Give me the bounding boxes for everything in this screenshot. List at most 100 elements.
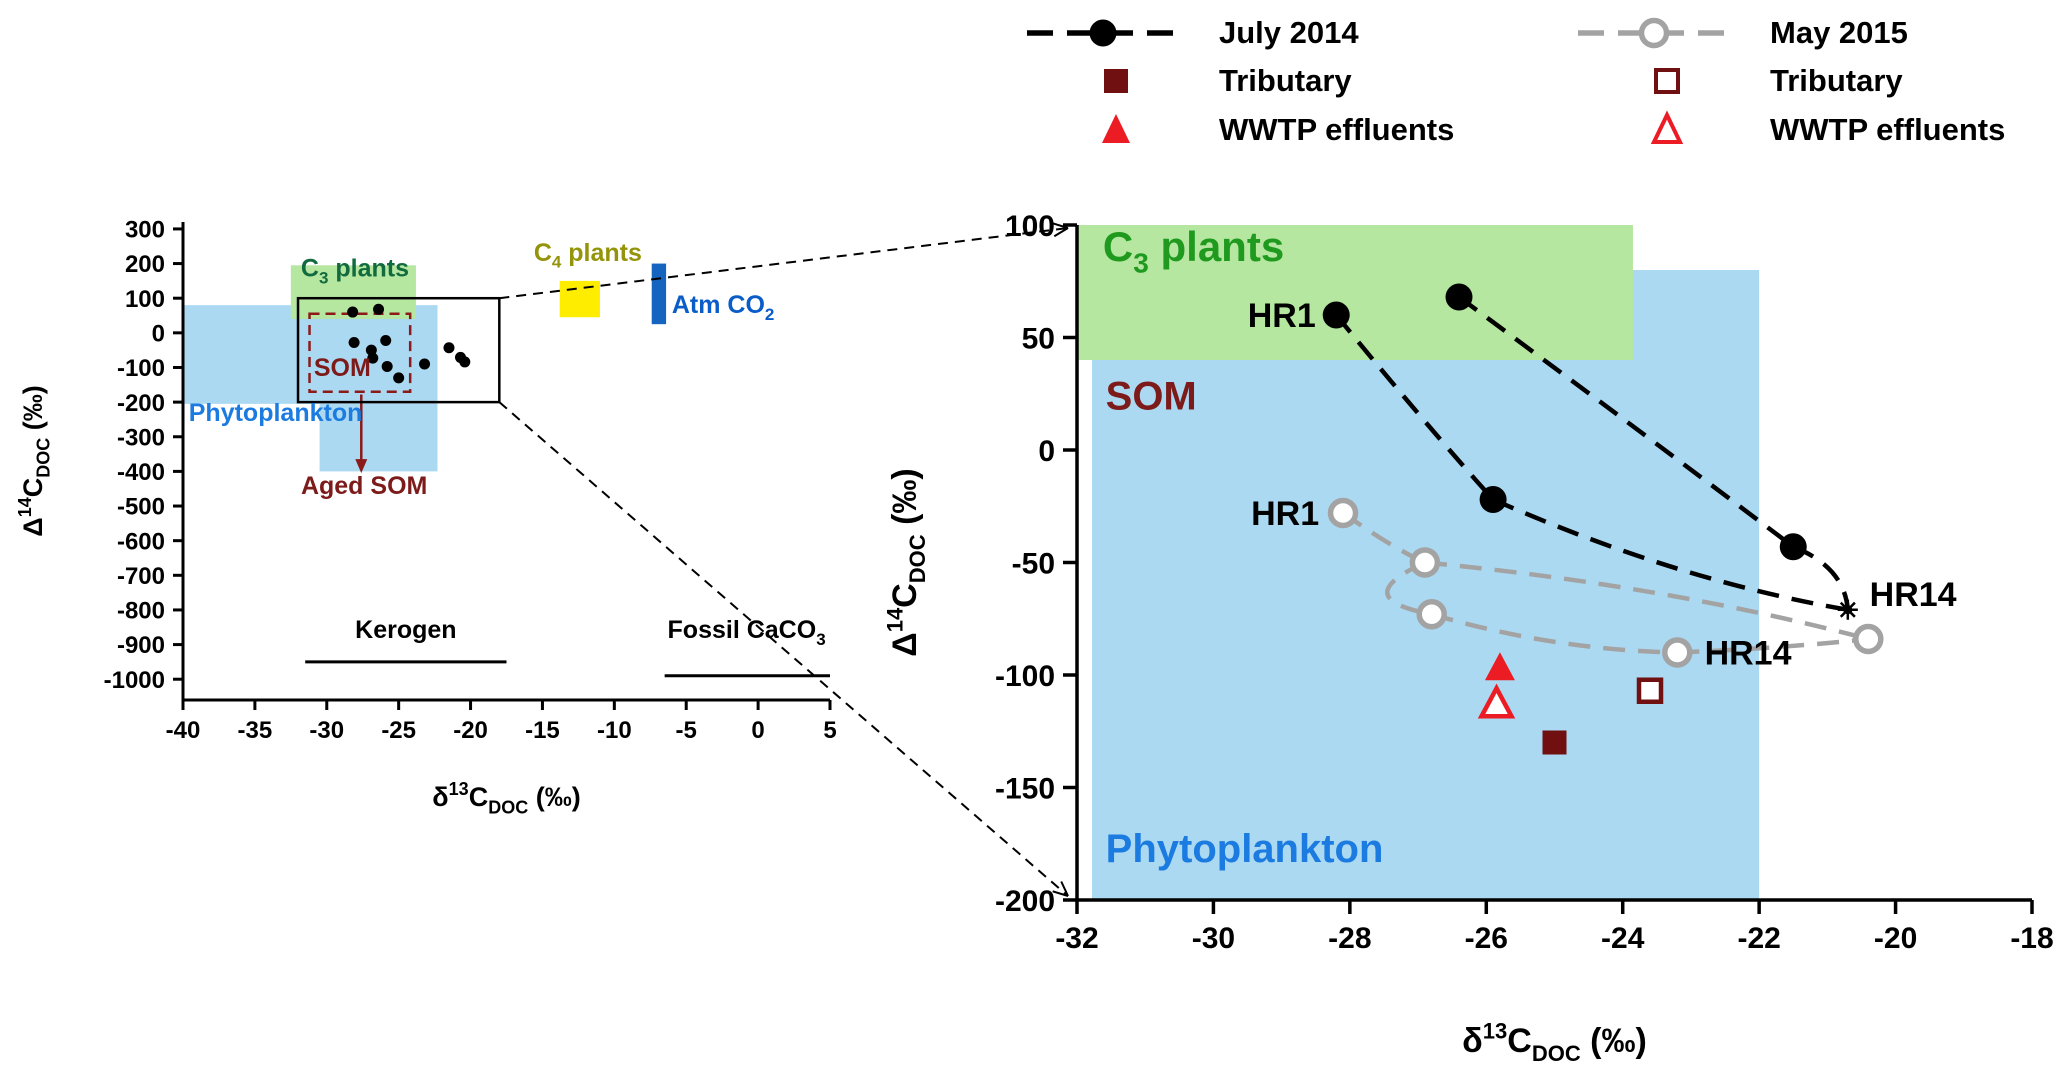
- phytoplankton-label: Phytoplankton: [189, 399, 363, 427]
- overview-region-c4-plants: [559, 280, 600, 318]
- zoom-region-som-phytoplankton: [1092, 270, 1760, 900]
- zoom-x-axis-title: δ13CDOC (‰): [1462, 1018, 1647, 1066]
- wwtp-filled-triangle-icon: [1102, 114, 1130, 143]
- overview-x-tick-label: -15: [525, 717, 560, 744]
- legend-item-wwtp-july: WWTP effluents: [1023, 106, 1454, 154]
- station-label-hr1-july: HR1: [1248, 297, 1316, 335]
- july-2014-dashed-line-filled-circle-icon: [1027, 19, 1179, 47]
- zoom-x-tick-label: -28: [1328, 922, 1371, 955]
- zoom-y-tick-label: -200: [995, 885, 1055, 918]
- overview-y-tick-label: 100: [125, 286, 165, 313]
- zoom-y-tick-label: 0: [1038, 435, 1055, 468]
- july-2014-point: [1322, 301, 1350, 329]
- zoom-connector-bottom: [498, 401, 1069, 897]
- july-2014-point: [1779, 533, 1807, 561]
- kerogen-label: Kerogen: [355, 616, 456, 644]
- som-label: SOM: [314, 354, 371, 382]
- legend-item-tributary-july: Tributary: [1023, 57, 1352, 105]
- may-2015-point: [1853, 623, 1884, 655]
- overview-y-tick-label: 200: [125, 251, 165, 278]
- legend-item-tributary-may: Tributary: [1574, 57, 1903, 105]
- overview-x-tick-label: 5: [823, 717, 836, 744]
- overview-x-tick-label: -5: [676, 717, 697, 744]
- atm-co2-label: Atm CO2: [672, 291, 775, 324]
- station-label-hr1-may: HR1: [1251, 495, 1319, 533]
- overview-y-tick-label: -400: [117, 459, 165, 486]
- overview-data-point: [381, 360, 393, 372]
- overview-y-tick-label: -1000: [104, 667, 165, 694]
- tributary-may-2015-point: [1636, 677, 1664, 704]
- overview-x-axis-title: δ13CDOC (‰): [432, 779, 580, 817]
- zoom-connector-top: [499, 222, 1069, 300]
- zoom-y-tick-label: -150: [995, 772, 1055, 805]
- may-2015-point: [1409, 547, 1441, 578]
- phytoplankton-label: Phytoplankton: [1106, 827, 1384, 871]
- overview-data-point: [348, 337, 360, 349]
- c4-plants-label: C4 plants: [534, 239, 642, 272]
- overview-data-point: [373, 303, 385, 315]
- overview-y-tick-label: -600: [117, 528, 165, 555]
- july-2014-point: [1479, 486, 1507, 513]
- overview-data-point: [393, 372, 405, 384]
- overview-y-axis-title: Δ14CDOC (‰): [15, 385, 53, 536]
- station-label-hr14-may: HR14: [1705, 634, 1792, 672]
- aged-som-arrowhead-icon: [355, 459, 368, 474]
- legend-label-wwtp-may: WWTP effluents: [1770, 112, 2006, 147]
- overview-y-tick-label: -800: [117, 598, 165, 625]
- station-label-hr14-july: HR14: [1870, 576, 1957, 614]
- overview-y-tick-label: -300: [117, 424, 165, 451]
- overview-x-tick-label: -35: [238, 717, 273, 744]
- som-dashed-box: [308, 312, 412, 393]
- zoom-region-c3-plants: [1077, 225, 1633, 360]
- zoom-panel: C3 plants SOM Phytoplankton HR1 HR1 HR14 HR14 1…: [882, 210, 2053, 1066]
- legend-item-wwtp-may: WWTP effluents: [1574, 106, 2005, 154]
- zoom-x-tick-label: -30: [1192, 922, 1235, 955]
- zoom-x-tick-label: -32: [1055, 922, 1098, 955]
- c3-plants-label: C3 plants: [1103, 223, 1284, 278]
- series-points-wwtp-effluents-may-2015: [1477, 683, 1516, 719]
- tributary-filled-square-icon: [1104, 69, 1128, 93]
- aged-som-label: Aged SOM: [301, 472, 427, 500]
- series-points-wwtp-effluents-july-2014: [1484, 652, 1515, 681]
- zoom-y-tick-label: -50: [1012, 547, 1055, 580]
- series-points-tributary-july-2014: [1542, 730, 1567, 755]
- wwtp-effluents-may-2015-point: [1477, 683, 1516, 719]
- july-2014-point: [1445, 283, 1473, 311]
- overview-y-tick-label: -900: [117, 632, 165, 659]
- overview-data-point: [443, 342, 455, 354]
- overview-x-tick-label: -40: [166, 717, 201, 744]
- series-points-july-2014: [1322, 283, 1858, 620]
- may-2015-point: [1327, 497, 1359, 529]
- overview-data-point: [347, 306, 359, 318]
- overview-y-tick-label: -700: [117, 563, 165, 590]
- legend-item-may-2015: May 2015: [1574, 9, 1908, 57]
- legend-label-tributary-may: Tributary: [1770, 63, 1903, 98]
- legend-label-july-2014: July 2014: [1219, 15, 1359, 50]
- overview-data-point: [380, 334, 392, 346]
- tributary-july-2014-point: [1542, 730, 1567, 755]
- overview-data-point: [419, 358, 431, 370]
- som-label: SOM: [1106, 375, 1197, 419]
- overview-y-tick-label: 300: [125, 217, 165, 244]
- zoom-y-axis-title: Δ14CDOC (‰): [882, 468, 930, 656]
- zoom-y-tick-label: 50: [1022, 322, 1055, 355]
- overview-region-phytoplankton-upper: [183, 305, 438, 404]
- overview-x-tick-label: -25: [381, 717, 416, 744]
- series-points-may-2015: [1327, 497, 1884, 668]
- overview-data-point: [459, 356, 471, 368]
- overview-x-tick-label: -30: [309, 717, 344, 744]
- zoom-x-tick-label: -26: [1465, 922, 1508, 955]
- overview-region-phytoplankton-lower: [319, 403, 438, 472]
- zoom-x-tick-label: -22: [1737, 922, 1780, 955]
- wwtp-open-triangle-icon: [1650, 110, 1684, 144]
- wwtp-effluents-july-2014-point: [1484, 652, 1515, 681]
- legend-label-tributary-july: Tributary: [1219, 63, 1352, 98]
- may-2015-dashed-line-open-circle-icon: [1578, 17, 1730, 49]
- legend: July 2014 Tributary WWTP effluents May 2…: [0, 0, 2067, 170]
- overview-data-point: [367, 352, 379, 364]
- may-2015-point: [1662, 637, 1693, 668]
- legend-item-july-2014: July 2014: [1023, 9, 1359, 57]
- zoom-x-tick-label: -24: [1601, 922, 1645, 955]
- overview-y-tick-label: -500: [117, 494, 165, 521]
